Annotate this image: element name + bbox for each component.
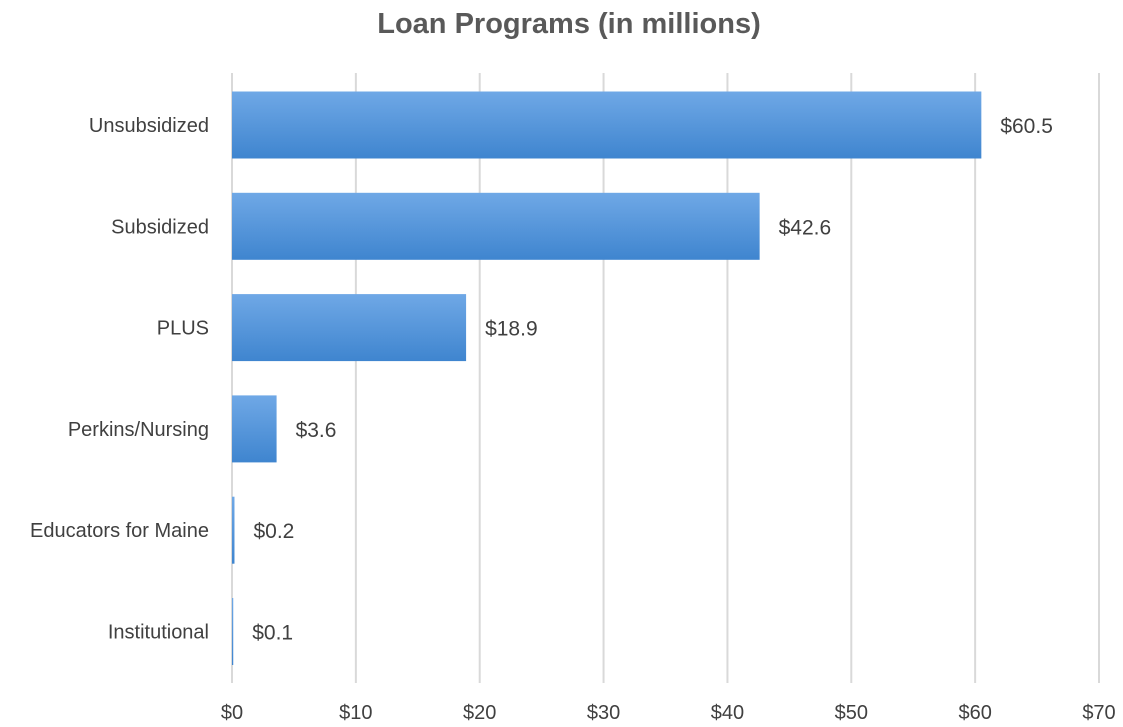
chart-title: Loan Programs (in millions) xyxy=(377,8,761,40)
category-label: PLUS xyxy=(157,318,209,340)
category-label: Unsubsidized xyxy=(89,115,209,137)
bar xyxy=(232,395,277,463)
category-label: Perkins/Nursing xyxy=(68,419,209,441)
x-tick-label: $60 xyxy=(958,702,991,724)
x-tick-label: $70 xyxy=(1082,702,1115,724)
data-label: $3.6 xyxy=(296,419,337,442)
data-label: $60.5 xyxy=(1000,115,1053,138)
x-tick-label: $0 xyxy=(221,702,243,724)
data-label: $42.6 xyxy=(779,216,832,239)
bars xyxy=(232,91,982,665)
gridlines xyxy=(231,73,1100,683)
bar xyxy=(232,598,234,665)
data-label: $0.2 xyxy=(253,520,294,543)
x-tick-label: $40 xyxy=(711,702,744,724)
bar xyxy=(232,192,760,260)
category-label: Subsidized xyxy=(111,216,209,238)
data-label: $18.9 xyxy=(485,318,538,341)
labels: $0 $10 $20 $30 $40 $50 $60 $70 Unsubsidized $60.5… xyxy=(30,115,1116,724)
data-label: $0.1 xyxy=(252,622,293,645)
bar xyxy=(232,91,982,159)
category-label: Institutional xyxy=(108,622,209,644)
bar xyxy=(232,294,467,362)
x-tick-label: $50 xyxy=(835,702,868,724)
x-tick-label: $20 xyxy=(463,702,496,724)
bar xyxy=(232,496,235,564)
category-label: Educators for Maine xyxy=(30,520,209,542)
x-tick-label: $30 xyxy=(587,702,620,724)
x-tick-label: $10 xyxy=(339,702,372,724)
